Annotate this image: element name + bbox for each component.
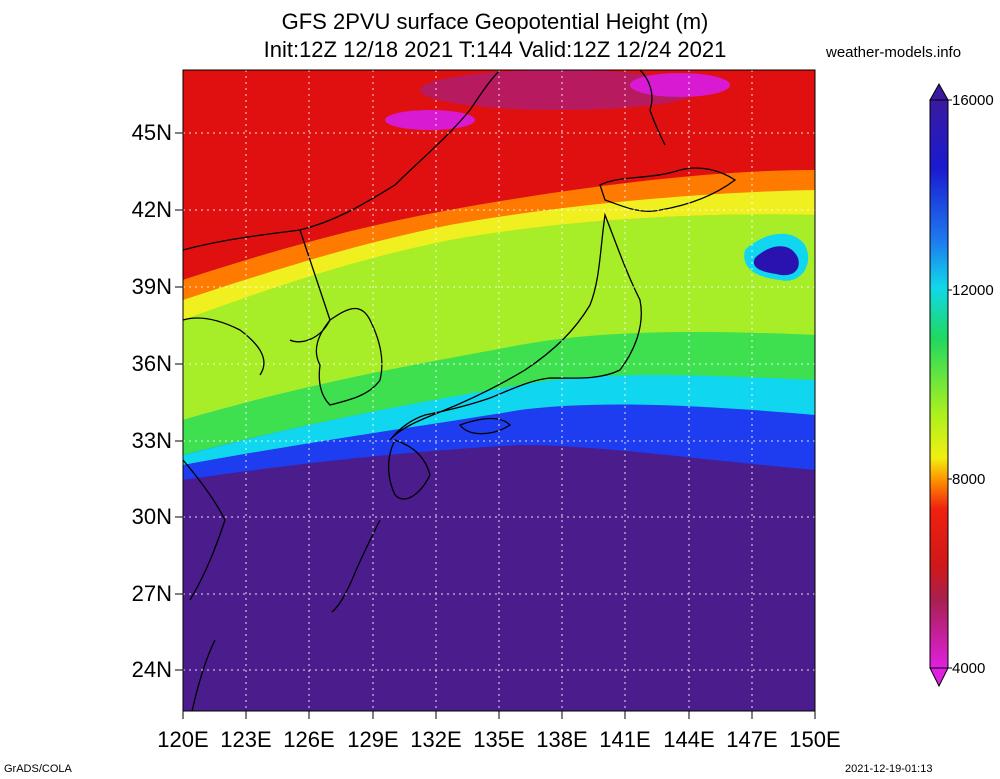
lat-label-27n: 27N [131, 581, 172, 606]
colorbar-label-12000: 12000 [952, 282, 994, 299]
lat-label-45n: 45N [131, 120, 172, 145]
credit-text: GrADS/COLA [4, 763, 72, 775]
lat-label-36n: 36N [131, 351, 172, 376]
lon-label-123e: 123E [220, 727, 272, 752]
lon-label-147e: 147E [726, 727, 778, 752]
lon-label-129e: 129E [347, 727, 399, 752]
lat-label-42n: 42N [131, 197, 172, 222]
colorbar-top-arrow [929, 82, 949, 101]
map-title: GFS 2PVU surface Geopotential Height (m) [281, 9, 709, 34]
lat-label-33n: 33N [131, 428, 172, 453]
lon-label-120e: 120E [157, 727, 209, 752]
lon-label-135e: 135E [473, 727, 525, 752]
colorbar [929, 82, 952, 688]
lon-label-150e: 150E [789, 727, 841, 752]
timestamp-text: 2021-12-19-01:13 [845, 763, 933, 775]
lon-label-132e: 132E [410, 727, 462, 752]
colorbar-scale [929, 99, 949, 669]
site-name: weather-models.info [826, 44, 962, 61]
colorbar-label-4000: 4000 [952, 660, 986, 677]
coastlines [182, 69, 737, 712]
map-subtitle: Init:12Z 12/18 2021 T:144 Valid:12Z 12/2… [263, 37, 727, 62]
lat-label-30n: 30N [131, 504, 172, 529]
colorbar-label-8000: 8000 [952, 471, 986, 488]
axis-ticks [175, 132, 816, 719]
lon-label-144e: 144E [663, 727, 715, 752]
lon-label-141e: 141E [599, 727, 651, 752]
colorbar-label-16000: 16000 [952, 92, 994, 109]
lon-label-138e: 138E [536, 727, 588, 752]
lon-label-126e: 126E [283, 727, 335, 752]
graticule [183, 70, 815, 711]
lat-label-39n: 39N [131, 274, 172, 299]
colorbar-bottom-arrow [929, 667, 949, 688]
lat-label-24n: 24N [131, 657, 172, 682]
